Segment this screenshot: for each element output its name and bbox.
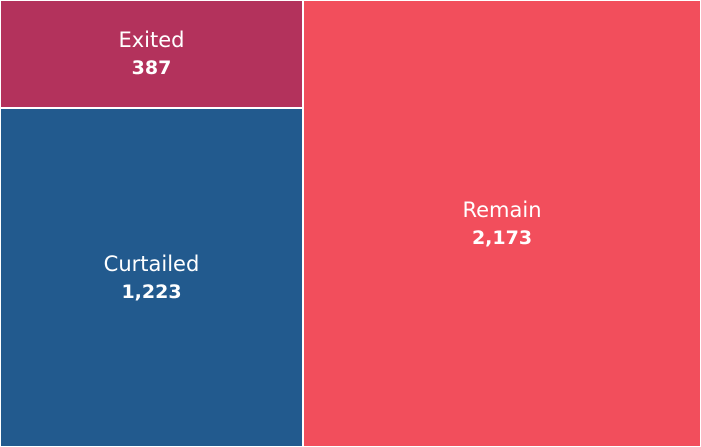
tile-label-curtailed: Curtailed [103, 251, 200, 276]
tile-exited: Exited 387 [1, 1, 302, 107]
tile-curtailed: Curtailed 1,223 [1, 109, 302, 446]
tile-remain: Remain 2,173 [304, 1, 700, 446]
tile-value-exited: 387 [131, 57, 172, 79]
tile-value-curtailed: 1,223 [121, 280, 182, 303]
tile-label-exited: Exited [118, 28, 185, 52]
tile-value-remain: 2,173 [471, 226, 533, 249]
tile-label-remain: Remain [462, 197, 542, 222]
